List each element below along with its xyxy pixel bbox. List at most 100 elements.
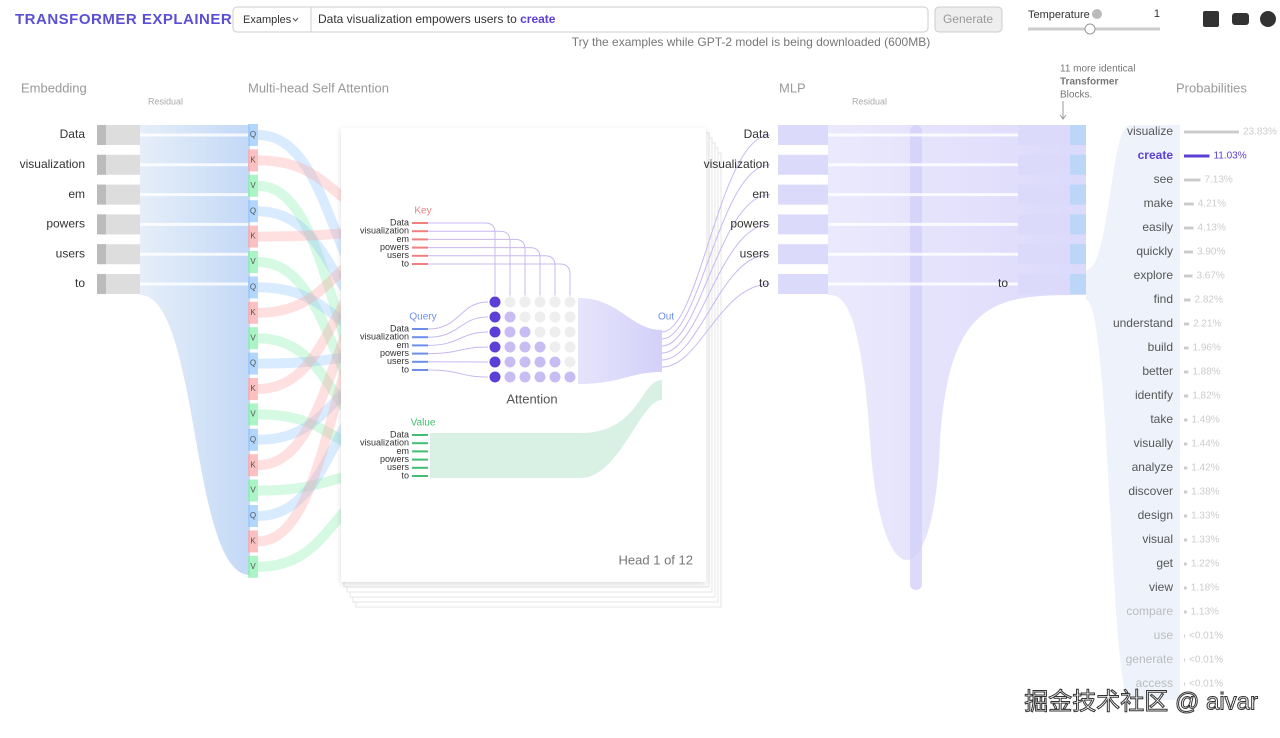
probability-token[interactable]: explore [1134,268,1174,282]
query-token: users [387,356,410,366]
qkv-label: K [250,384,256,393]
youtube-icon[interactable] [1232,13,1249,25]
qkv-label: K [250,156,256,165]
key-line [428,263,571,300]
probability-token[interactable]: easily [1142,220,1173,234]
mlp-neuron-column [910,125,922,590]
github-icon[interactable] [1260,11,1276,27]
probability-value: 23.83% [1243,127,1277,138]
qkv-cell [248,505,258,527]
probability-token[interactable]: identify [1135,388,1173,402]
qkv-label: K [250,460,256,469]
mlp-token: visualization [704,157,769,171]
probability-token[interactable]: see [1154,172,1174,186]
query-line [427,331,489,346]
qkv-label: V [250,181,256,190]
probability-value: 1.49% [1191,415,1219,426]
query-line [427,301,489,330]
mlp-vector [778,274,828,294]
probability-value: 1.82% [1192,391,1220,402]
block-vector [1070,244,1086,265]
embedding-vector [97,184,106,205]
qkv-cell [248,327,258,350]
query-token: visualization [360,332,409,342]
probability-token[interactable]: access [1136,676,1173,690]
probability-token[interactable]: design [1138,508,1173,522]
qkv-cell [248,555,258,578]
probability-bar [1184,130,1239,134]
probability-token[interactable]: visual [1142,532,1173,546]
block-vector [1070,125,1086,145]
attention-cell [533,325,547,339]
embedding-vector [97,184,140,205]
examples-dropdown[interactable]: Examples [243,14,292,26]
embedding-token: powers [46,217,85,231]
probability-value: 1.38% [1191,487,1219,498]
probability-token[interactable]: discover [1128,484,1173,498]
probability-token[interactable]: better [1142,364,1173,378]
probability-token[interactable]: find [1154,292,1173,306]
probability-bar [1184,274,1193,278]
out-line [661,283,771,368]
key-line [428,230,511,300]
value-flow [430,380,662,478]
probability-token[interactable]: view [1149,580,1173,594]
probability-token[interactable]: visualize [1127,124,1173,138]
probability-token[interactable]: make [1144,196,1174,210]
attention-cell [563,325,577,339]
note-arrow [1059,101,1067,120]
probability-token[interactable]: create [1138,148,1174,162]
value-label: Value [411,418,436,429]
pdf-icon[interactable] [1203,11,1219,27]
attention-cell [548,340,562,354]
attention-cell [518,325,532,339]
probability-bar [1184,226,1194,230]
probability-bar [1184,298,1191,302]
embedding-vector [97,125,140,145]
generate-label: Generate [943,12,993,26]
attention-label: Attention [506,391,557,406]
out-label: Out [658,312,674,323]
query-token: Data [390,323,409,333]
info-icon[interactable] [1092,9,1102,19]
logo: TRANSFORMER EXPLAINER [15,11,232,28]
qkv-cell [248,276,258,299]
prompt-box[interactable] [232,6,929,33]
residual-label: Residual [148,96,183,106]
probability-bar [1184,514,1188,518]
probability-token[interactable]: build [1148,340,1173,354]
block-vector [1070,274,1086,294]
probability-value: 11.03% [1213,151,1246,162]
qkv-label: K [250,232,256,241]
mlp-vector [1018,214,1086,235]
key-line [428,255,556,300]
probability-token[interactable]: analyze [1132,460,1174,474]
probability-token[interactable]: quickly [1136,244,1173,258]
qkv-cell [248,251,258,273]
probability-bar [1184,250,1194,254]
query-token: powers [380,348,410,358]
qkv-cell [248,174,258,197]
probability-token[interactable]: understand [1113,316,1173,330]
prompt-text[interactable]: Data visualization empowers users to cre… [318,12,556,26]
probability-token[interactable]: compare [1126,604,1173,618]
embedding-vector [97,154,140,175]
probability-value: 1.44% [1191,439,1219,450]
probability-bar [1184,610,1187,614]
probability-token[interactable]: get [1156,556,1173,570]
attention-cell [518,295,532,309]
qkv-cell [248,378,258,400]
probability-value: 1.22% [1191,559,1219,570]
probability-token[interactable]: use [1154,628,1174,642]
query-line [427,369,489,378]
probability-token[interactable]: generate [1126,652,1174,666]
probability-value: <0.01% [1189,655,1223,666]
attention-out-flow [578,298,662,384]
probability-token[interactable]: take [1150,412,1173,426]
slider-thumb[interactable] [1084,23,1096,35]
foreground-layer: QKVQKVQKVQKVQKVQKVKeyDatavisualizationem… [20,124,1277,690]
generate-button[interactable] [934,6,1003,33]
probability-token[interactable]: visually [1134,436,1173,450]
attention-cell [533,340,547,354]
temperature-label: Temperature [1028,9,1090,21]
